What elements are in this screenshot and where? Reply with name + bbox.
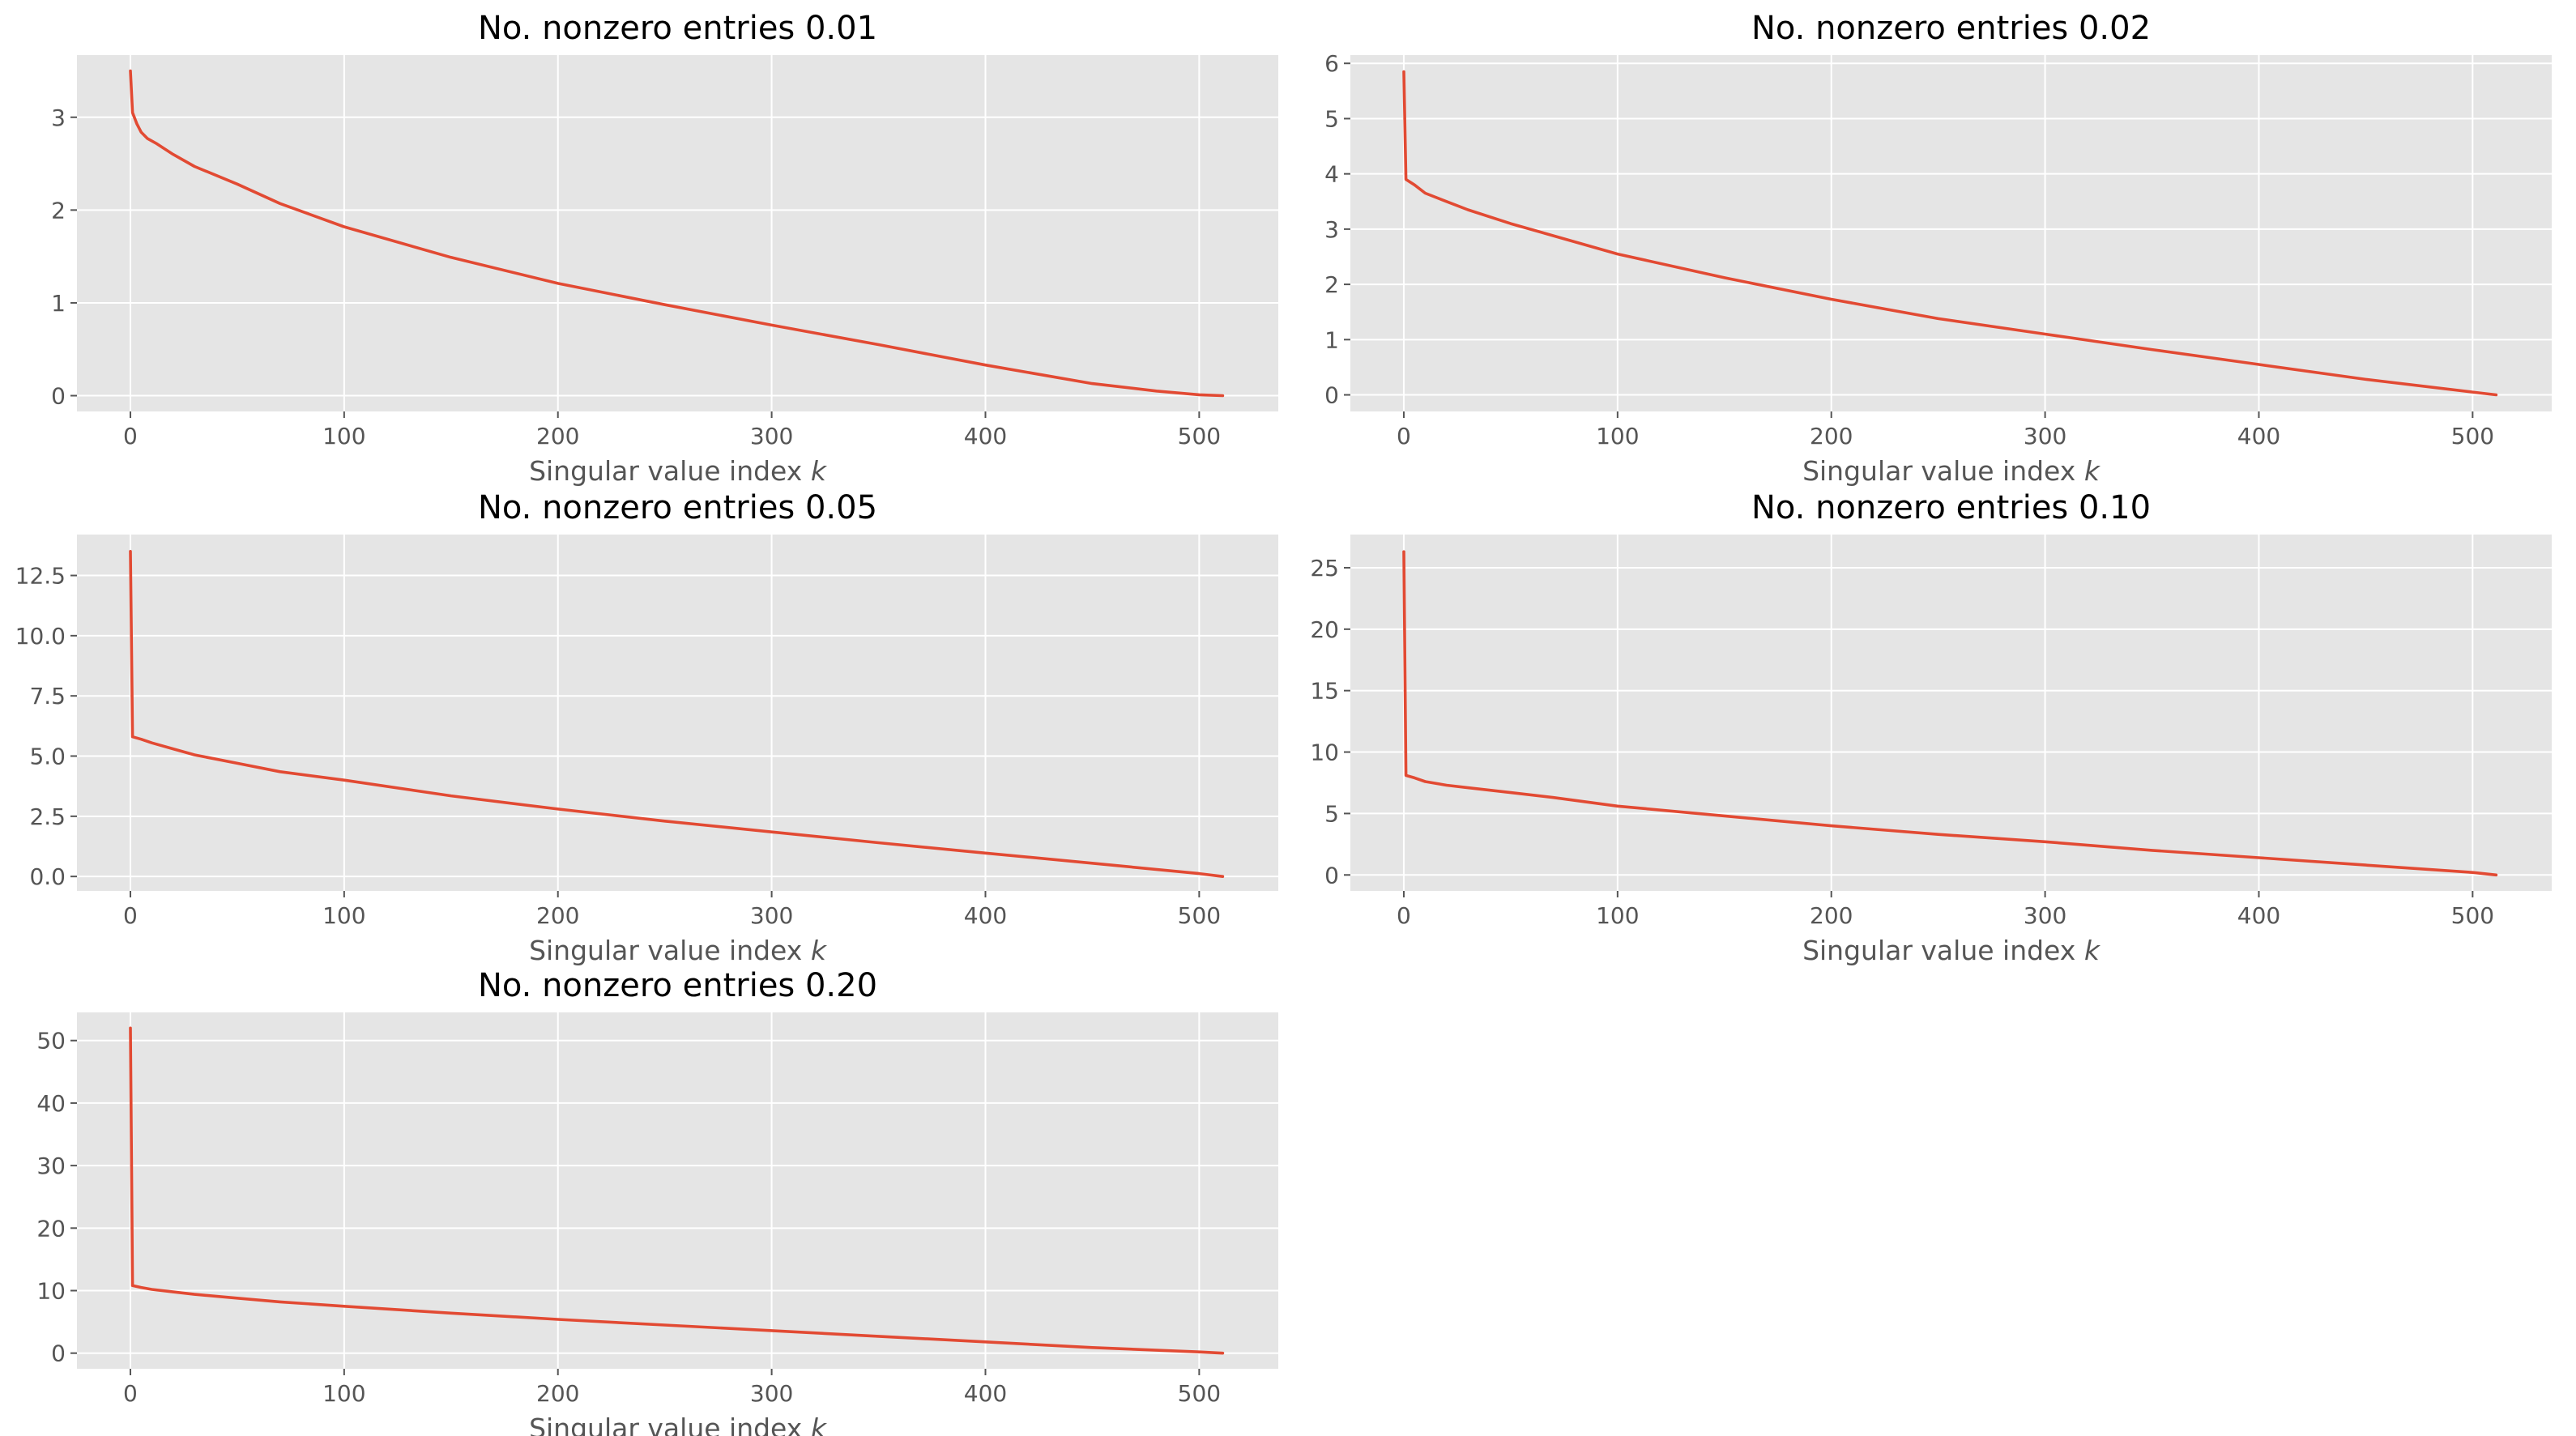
singular-value-line <box>1402 70 2498 397</box>
x-tick-label: 300 <box>2024 423 2066 450</box>
x-tick-label: 200 <box>1810 423 1853 450</box>
subplot-1: 0 100 200 300 400 500 0 1 2 3 No. nonzero entries … <box>51 10 1278 487</box>
singular-value-line <box>129 1026 1225 1355</box>
x-tick-label: 0 <box>123 423 138 450</box>
x-axis-label: Singular value index k <box>529 455 828 487</box>
y-tick-label: 7.5 <box>29 683 66 709</box>
y-tick-label: 5.0 <box>29 744 66 770</box>
y-tick-label: 10 <box>1310 739 1339 766</box>
y-tick-label: 10 <box>36 1278 66 1305</box>
x-tick-label: 200 <box>536 1380 579 1407</box>
plot-area <box>1350 535 2552 891</box>
x-tick-label: 200 <box>536 902 579 929</box>
x-tick-label: 500 <box>2451 423 2494 450</box>
y-tick-label: 40 <box>36 1090 66 1117</box>
x-tick-label: 400 <box>2237 423 2280 450</box>
y-tick-label: 0 <box>1324 382 1339 409</box>
x-tick-label: 400 <box>964 902 1007 929</box>
x-axis-label-text: Singular value index <box>1802 455 2084 487</box>
x-tick-label: 100 <box>322 902 365 929</box>
x-tick-label: 500 <box>1178 1380 1221 1407</box>
y-tick-label: 2.5 <box>29 803 66 830</box>
y-tick-label: 6 <box>1324 50 1339 77</box>
x-axis-label-variable: k <box>811 455 828 487</box>
panel-title: No. nonzero entries 0.01 <box>478 10 877 47</box>
y-tick-label: 3 <box>1324 216 1339 243</box>
panel-title: No. nonzero entries 0.10 <box>1751 489 2151 526</box>
x-axis-label: Singular value index k <box>529 1413 828 1436</box>
y-tick-label: 0.0 <box>29 863 66 890</box>
subplot-2: 0 100 200 300 400 500 0 1 2 3 4 5 6 No. nonzero entri… <box>1324 10 2552 487</box>
y-tick-label: 50 <box>36 1028 66 1055</box>
singular-value-line <box>129 549 1225 878</box>
y-tick-label: 12.5 <box>15 563 66 590</box>
x-tick-label: 0 <box>1397 423 1411 450</box>
y-tick-label: 25 <box>1310 555 1339 582</box>
x-axis-label-variable: k <box>2084 455 2101 487</box>
panel-title: No. nonzero entries 0.20 <box>478 967 877 1004</box>
x-axis-label-text: Singular value index <box>1802 935 2084 966</box>
panel-title: No. nonzero entries 0.02 <box>1751 10 2151 47</box>
x-tick-label: 100 <box>322 423 365 450</box>
singular-value-line <box>1402 550 2498 877</box>
y-tick-label: 0 <box>1324 862 1339 888</box>
y-tick-label: 0 <box>51 383 66 410</box>
plot-area <box>77 1012 1278 1369</box>
y-tick-label: 15 <box>1310 678 1339 705</box>
y-tick-label: 3 <box>51 104 66 131</box>
y-tick-label: 0 <box>51 1340 66 1367</box>
y-tick-label: 5 <box>1324 105 1339 132</box>
x-axis-label-variable: k <box>2084 935 2101 966</box>
x-tick-label: 300 <box>750 1380 793 1407</box>
x-tick-label: 100 <box>1596 902 1639 929</box>
x-tick-label: 0 <box>123 1380 138 1407</box>
y-tick-label: 2 <box>1324 271 1339 298</box>
x-tick-label: 0 <box>123 902 138 929</box>
x-axis-label-text: Singular value index <box>529 455 811 487</box>
subplot-4: 0 100 200 300 400 500 0 5 10 15 20 25 No. nonzero en… <box>1310 489 2552 966</box>
subplot-5: 0 100 200 300 400 500 0 10 20 30 40 50 No. nonzero e… <box>36 967 1278 1436</box>
y-tick-label: 5 <box>1324 800 1339 827</box>
plot-area <box>77 535 1278 891</box>
x-tick-label: 400 <box>964 423 1007 450</box>
plot-area <box>1350 55 2552 411</box>
y-tick-label: 20 <box>1310 616 1339 643</box>
x-tick-label: 0 <box>1397 902 1411 929</box>
x-axis-label: Singular value index k <box>1802 935 2101 966</box>
x-tick-label: 200 <box>1810 902 1853 929</box>
x-tick-label: 300 <box>2024 902 2066 929</box>
subplot-3: 0 100 200 300 400 500 0.0 2.5 5.0 7.5 10.0 12.5 No. … <box>15 489 1278 966</box>
x-tick-label: 400 <box>2237 902 2280 929</box>
y-tick-label: 1 <box>1324 326 1339 353</box>
x-tick-label: 300 <box>750 902 793 929</box>
x-axis-label: Singular value index k <box>529 935 828 966</box>
x-axis-label: Singular value index k <box>1802 455 2101 487</box>
x-tick-label: 200 <box>536 423 579 450</box>
panel-title: No. nonzero entries 0.05 <box>478 489 877 526</box>
x-tick-label: 500 <box>1178 902 1221 929</box>
y-tick-label: 10.0 <box>15 623 66 650</box>
y-tick-label: 4 <box>1324 161 1339 188</box>
y-tick-label: 30 <box>36 1153 66 1179</box>
x-tick-label: 100 <box>322 1380 365 1407</box>
x-axis-label-text: Singular value index <box>529 1413 811 1436</box>
singular-value-line <box>129 69 1225 398</box>
x-axis-label-text: Singular value index <box>529 935 811 966</box>
x-tick-label: 100 <box>1596 423 1639 450</box>
x-axis-label-variable: k <box>811 935 828 966</box>
y-tick-label: 20 <box>36 1215 66 1242</box>
x-tick-label: 500 <box>1178 423 1221 450</box>
x-tick-label: 300 <box>750 423 793 450</box>
x-axis-label-variable: k <box>811 1413 828 1436</box>
y-tick-label: 1 <box>51 290 66 317</box>
plot-area <box>77 55 1278 411</box>
x-tick-label: 500 <box>2451 902 2494 929</box>
x-tick-label: 400 <box>964 1380 1007 1407</box>
y-tick-label: 2 <box>51 197 66 224</box>
